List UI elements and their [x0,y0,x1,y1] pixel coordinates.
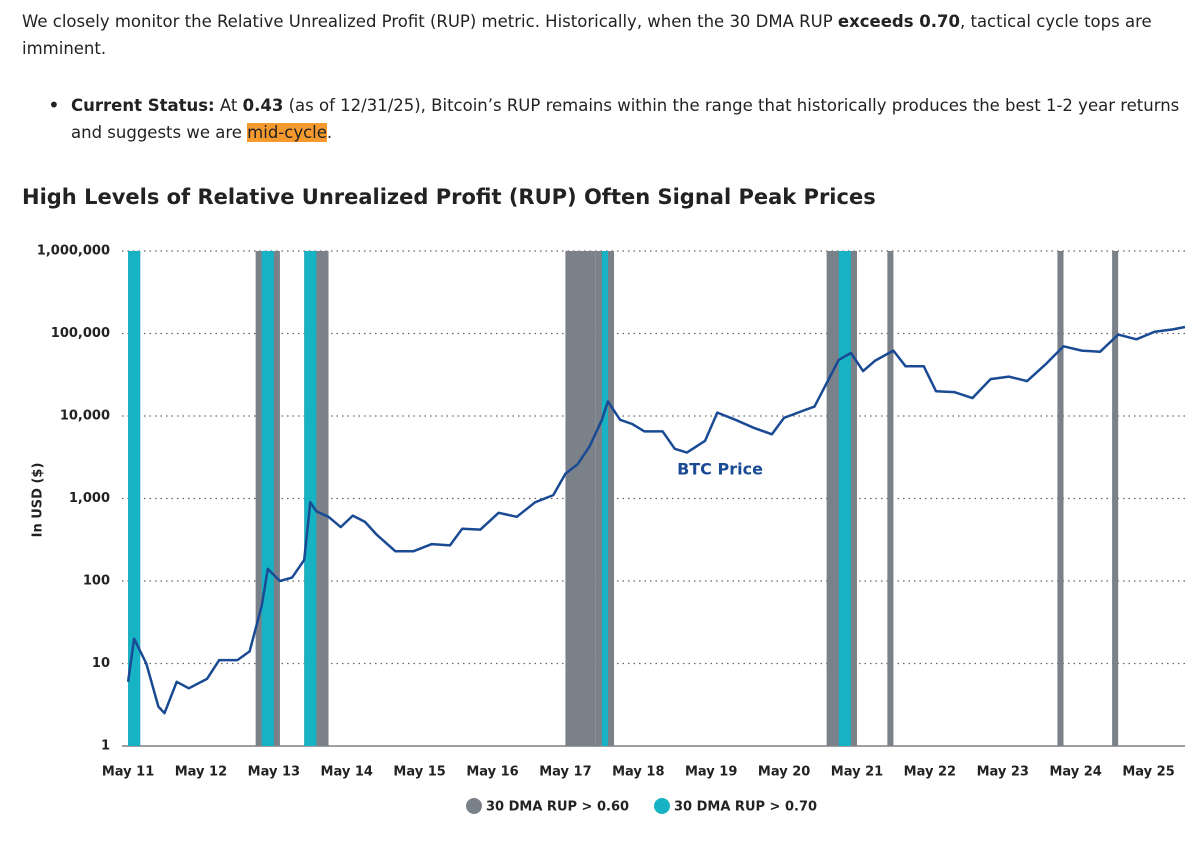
y-tick-label: 10 [92,656,110,671]
highlight: mid-cycle [247,123,327,142]
band [1057,251,1064,746]
x-tick-label: May 25 [1122,765,1174,780]
band [1112,251,1119,746]
bullet-bold: Current Status: [71,96,215,115]
bullet-dot: • [48,93,60,117]
x-tick-label: May 12 [175,765,227,780]
y-tick-label: 100,000 [51,326,110,341]
bullet-text: At [214,96,243,115]
line-label: BTC Price [677,460,763,479]
band [565,251,596,746]
x-tick-label: May 11 [102,765,154,780]
y-tick-label: 1,000,000 [37,244,110,259]
x-tick-label: May 13 [248,765,300,780]
x-tick-label: May 18 [612,765,664,780]
band [128,251,141,746]
bullet: Current Status: At 0.43 (as of 12/31/25)… [71,92,1196,146]
bullet-bold: 0.43 [242,96,284,115]
intro-text: , tactical cycle tops are imminent. [22,12,1152,58]
band [261,251,274,746]
x-tick-label: May 22 [904,765,956,780]
intro-text: We closely monitor the Relative Unrealiz… [22,12,838,31]
price-line [126,325,1186,715]
chart-title: High Levels of Relative Unrealized Profi… [22,185,876,209]
x-tick-label: May 19 [685,765,737,780]
bullet-text: (as of 12/31/25), Bitcoin’s RUP remains … [71,96,1180,142]
y-tick-label: 1 [101,739,110,754]
x-tick-label: May 20 [758,765,810,780]
x-tick-label: May 24 [1049,765,1101,780]
x-tick-label: May 16 [466,765,518,780]
x-tick-label: May 14 [321,765,373,780]
band [601,251,608,746]
x-tick-label: May 21 [831,765,883,780]
legend-label: 30 DMA RUP > 0.60 [486,800,629,815]
intro: We closely monitor the Relative Unrealiz… [22,8,1182,62]
y-tick-label: 1,000 [69,491,110,506]
legend-swatch [654,798,670,814]
legend-label: 30 DMA RUP > 0.70 [674,800,817,815]
band [887,251,894,746]
intro-bold: exceeds 0.70 [837,12,960,31]
x-tick-label: May 15 [393,765,445,780]
legend-swatch [466,798,482,814]
band [838,251,851,746]
y-axis-label: In USD ($) [31,463,46,538]
x-tick-label: May 17 [539,765,591,780]
y-tick-label: 100 [83,574,110,589]
bullet-text: . [326,123,333,142]
y-tick-label: 10,000 [60,409,110,424]
x-tick-label: May 23 [977,765,1029,780]
band [304,251,317,746]
